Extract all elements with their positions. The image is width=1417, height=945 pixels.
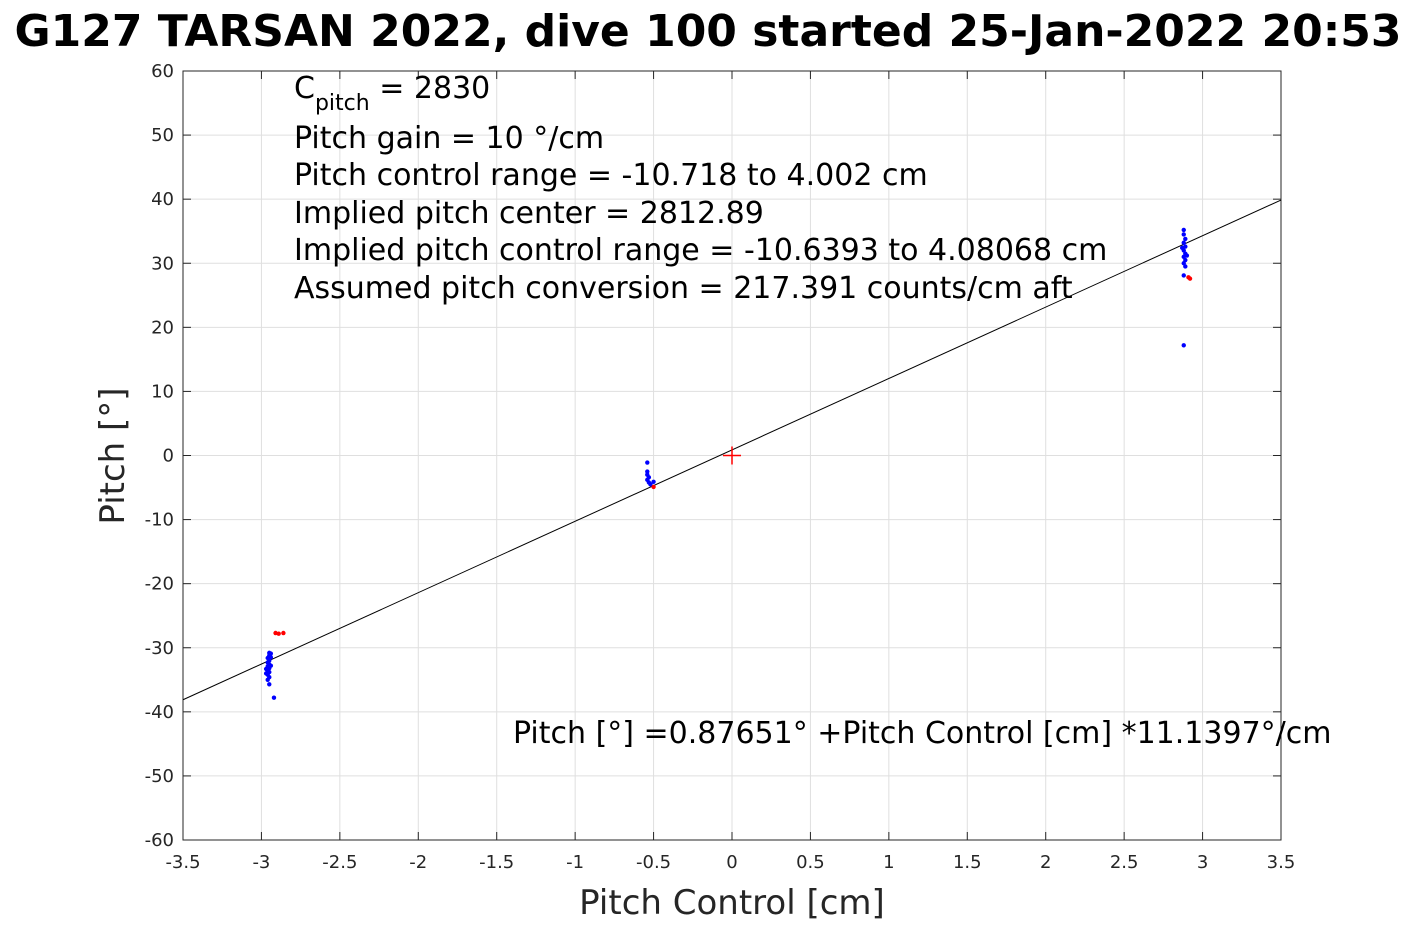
- implied-pitch-control-range-text: Implied pitch control range = -10.6393 t…: [294, 233, 1107, 268]
- x-tick-label: 1.5: [953, 852, 982, 873]
- y-axis-label: Pitch [°]: [93, 387, 133, 524]
- data-point: [271, 695, 277, 700]
- data-point: [1187, 276, 1193, 281]
- fit-equation-text: Pitch [°] =0.87651° +Pitch Control [cm] …: [513, 716, 1331, 751]
- y-tick-label: -10: [145, 510, 174, 531]
- data-point: [268, 655, 274, 660]
- annotation-block: Cpitch = 2830 Pitch gain = 10 °/cm Pitch…: [294, 71, 1107, 306]
- chart-title: G127 TARSAN 2022, dive 100 started 25-Ja…: [14, 6, 1401, 57]
- data-point: [263, 666, 269, 672]
- y-tick-label: -40: [145, 702, 174, 723]
- y-tick-label: -30: [145, 638, 174, 659]
- assumed-pitch-conversion-text: Assumed pitch conversion = 217.391 count…: [294, 271, 1073, 306]
- y-tick-label: -50: [145, 766, 174, 787]
- data-point: [645, 469, 650, 474]
- x-tick-label: -0.5: [636, 852, 671, 873]
- data-point: [1183, 264, 1188, 269]
- y-tick-label: 50: [151, 125, 174, 146]
- x-tick-label: 3.5: [1267, 852, 1296, 873]
- data-point: [281, 630, 286, 636]
- x-tick-label: 1: [883, 852, 894, 873]
- data-point: [1181, 232, 1186, 237]
- data-point: [276, 631, 281, 636]
- pitch-control-range-text: Pitch control range = -10.718 to 4.002 c…: [294, 158, 928, 193]
- x-tick-label: -3.5: [165, 852, 200, 873]
- data-point: [263, 671, 269, 676]
- data-point: [1181, 240, 1186, 245]
- data-point: [1183, 236, 1188, 242]
- data-point: [651, 479, 656, 484]
- x-tick-label: -1.5: [479, 852, 514, 873]
- c-pitch-main: C: [294, 71, 315, 106]
- data-point: [1181, 273, 1186, 278]
- y-tick-label: -60: [145, 830, 174, 851]
- center-marker-group: [723, 446, 741, 465]
- y-tick-label: 30: [151, 253, 174, 274]
- y-tick-label: 20: [151, 317, 174, 338]
- y-tick-label: 60: [151, 61, 174, 82]
- data-point: [267, 682, 272, 687]
- data-points: [263, 227, 1193, 700]
- data-point: [1184, 253, 1190, 258]
- data-point: [268, 651, 274, 656]
- c-pitch-value: = 2830: [370, 71, 491, 106]
- y-axis-ticks: -60 -50 -40 -30 -20 -10 0 10 20 30 40 50 60: [145, 61, 1281, 851]
- c-pitch-subscript: pitch: [315, 91, 370, 116]
- y-tick-label: 0: [163, 446, 174, 467]
- implied-pitch-center-text: Implied pitch center = 2812.89: [294, 196, 764, 231]
- data-point: [1181, 227, 1186, 233]
- y-tick-label: -20: [145, 574, 174, 595]
- pitch-gain-text: Pitch gain = 10 °/cm: [294, 121, 604, 156]
- data-point: [651, 484, 656, 490]
- y-tick-label: 40: [151, 189, 174, 210]
- data-point: [268, 663, 274, 668]
- x-tick-label: 2: [1040, 852, 1051, 873]
- x-tick-label: -2: [409, 852, 427, 873]
- x-tick-label: 3: [1197, 852, 1208, 873]
- x-axis-label: Pitch Control [cm]: [579, 883, 885, 923]
- x-tick-label: -3: [252, 852, 270, 873]
- data-point: [645, 460, 650, 465]
- c-pitch-text: Cpitch = 2830: [294, 71, 490, 116]
- data-point: [1181, 343, 1186, 348]
- x-tick-label: -2.5: [322, 852, 357, 873]
- data-point: [648, 482, 653, 487]
- data-point: [265, 677, 270, 682]
- data-point: [1179, 245, 1185, 251]
- x-axis-ticks: -3.5 -3 -2.5 -2 -1.5 -1 -0.5 0 0.5 1 1.5 2 2.5 3 3.5: [165, 71, 1295, 873]
- x-tick-label: 0.5: [796, 852, 825, 873]
- y-tick-label: 10: [151, 381, 174, 402]
- x-tick-label: -1: [566, 852, 584, 873]
- x-tick-label: 2.5: [1110, 852, 1139, 873]
- x-tick-label: 0: [726, 852, 737, 873]
